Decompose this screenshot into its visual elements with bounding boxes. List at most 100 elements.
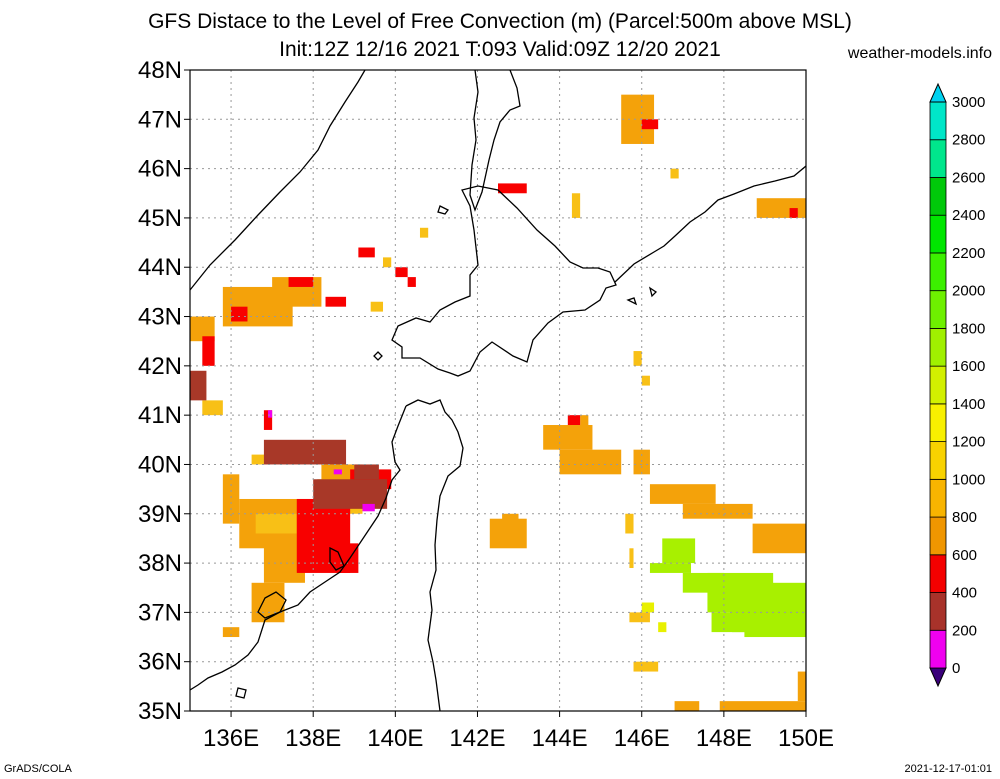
coastline-asia-mainland (190, 70, 366, 291)
lfc-cell-1000 (629, 548, 634, 569)
lfc-cell-200 (362, 503, 375, 512)
lfc-cell-400 (263, 439, 347, 465)
colorbar-bin (929, 554, 947, 593)
lfc-cell-1000 (670, 168, 679, 179)
colorbar-label: 2200 (952, 245, 985, 262)
lfc-cell-600 (395, 267, 408, 278)
lfc-cell-200 (268, 410, 273, 418)
lfc-cell-1000 (202, 400, 223, 416)
footer-grads-label: GrADS/COLA (4, 763, 72, 775)
colorbar-label: 1200 (952, 434, 985, 451)
colorbar-bin (929, 629, 947, 669)
lfc-cell-1000 (370, 301, 384, 312)
y-tick-label: 47N (138, 106, 182, 133)
colorbar-label: 1600 (952, 358, 985, 375)
colorbar-bin (929, 478, 947, 518)
lfc-cell-600 (337, 543, 359, 573)
lfc-cell-800 (559, 449, 622, 475)
colorbar-label: 2400 (952, 207, 985, 224)
coastline-kuril-south (626, 286, 658, 306)
colorbar-label: 400 (952, 585, 977, 602)
axis-ticks: 136E 138E 140E 142E 144E 146E 148E 150E 35N 36N 37… (138, 57, 834, 752)
colorbar-label: 1400 (952, 396, 985, 413)
lfc-cell-600 (231, 306, 248, 322)
lfc-cell-600 (641, 119, 659, 130)
lfc-cell-1000 (633, 661, 659, 672)
lfc-cell-400 (354, 464, 379, 480)
lfc-cell-600 (567, 415, 581, 426)
colorbar-label: 2000 (952, 283, 985, 300)
lfc-cell-600 (789, 208, 798, 218)
colorbar-label: 2600 (952, 169, 985, 186)
coastline-kurils (614, 165, 806, 283)
coastline-okushiri (373, 351, 383, 361)
lfc-cell-800 (502, 513, 519, 529)
colorbar-bin (929, 403, 947, 443)
colorbar-label: 1800 (952, 320, 985, 337)
colorbar-bin (929, 327, 947, 367)
plot-frame (189, 69, 807, 712)
lfc-cell-1000 (251, 454, 269, 465)
colorbar-label: 600 (952, 547, 977, 564)
lfc-cell-200 (333, 469, 342, 475)
lfc-cell-1400 (641, 602, 655, 613)
lfc-cell-800 (222, 474, 240, 524)
y-tick-label: 38N (138, 550, 182, 577)
colorbar-label: 800 (952, 509, 977, 526)
y-tick-label: 42N (138, 353, 182, 380)
colorbar-bin (929, 101, 947, 141)
lfc-cell-600 (325, 296, 347, 307)
lfc-cell-600 (263, 410, 273, 430)
x-tick-label: 150E (778, 725, 834, 752)
lfc-cell-1000 (255, 513, 297, 534)
colorbar-bin (929, 252, 947, 292)
x-tick-label: 138E (285, 725, 341, 752)
coastline-sado (329, 546, 345, 571)
y-tick-label: 44N (138, 254, 182, 281)
lfc-cell-800 (222, 627, 240, 638)
y-tick-label: 45N (138, 205, 182, 232)
colorbar-bin (929, 214, 947, 254)
lfc-cell-400 (313, 479, 388, 509)
y-tick-label: 36N (138, 649, 182, 676)
lfc-cell-1600 (649, 563, 692, 573)
x-tick-label: 148E (696, 725, 752, 752)
colorbar-bin (929, 441, 947, 480)
x-tick-label: 140E (367, 725, 423, 752)
site-label: weather-models.info (847, 45, 992, 62)
lfc-cell-800 (543, 425, 593, 450)
lfc-cell-400 (190, 370, 207, 401)
colorbar-bin (929, 290, 947, 329)
colorbar-label: 0 (952, 660, 960, 677)
coastline-sakhalin (469, 70, 521, 212)
lfc-cell-600 (202, 336, 215, 366)
lfc-field-layer (190, 94, 806, 711)
y-tick-label: 35N (138, 698, 182, 725)
lfc-cell-1400 (658, 622, 667, 633)
coastline-honshu-west (190, 405, 407, 691)
colorbar-bin (929, 592, 947, 631)
y-tick-label: 48N (138, 57, 182, 84)
coastline-oki (235, 687, 247, 699)
x-tick-label: 144E (532, 725, 588, 752)
lfc-cell-800 (251, 582, 285, 623)
lfc-cell-1000 (419, 227, 429, 238)
lfc-cell-1000 (571, 193, 581, 218)
lfc-cell-800 (756, 198, 806, 218)
lfc-cell-800 (797, 671, 806, 702)
lfc-cell-800 (719, 701, 806, 711)
lfc-cell-800 (682, 503, 753, 519)
lfc-cell-1000 (625, 513, 634, 534)
lfc-cell-1000 (633, 351, 642, 366)
colorbar: 0 200 400 600 800 1000 1200 1400 1600 1800 2000 220… (929, 82, 985, 688)
lfc-cell-600 (498, 183, 527, 194)
y-tick-label: 37N (138, 599, 182, 626)
lfc-cell-1000 (629, 612, 650, 623)
chart-subtitle: Init:12Z 12/16 2021 T:093 Valid:09Z 12/2… (279, 38, 721, 61)
lfc-cell-1000 (383, 257, 392, 268)
lfc-cell-800 (649, 484, 716, 504)
y-tick-label: 43N (138, 304, 182, 331)
colorbar-arrow-low (929, 667, 947, 688)
y-tick-label: 46N (138, 156, 182, 183)
